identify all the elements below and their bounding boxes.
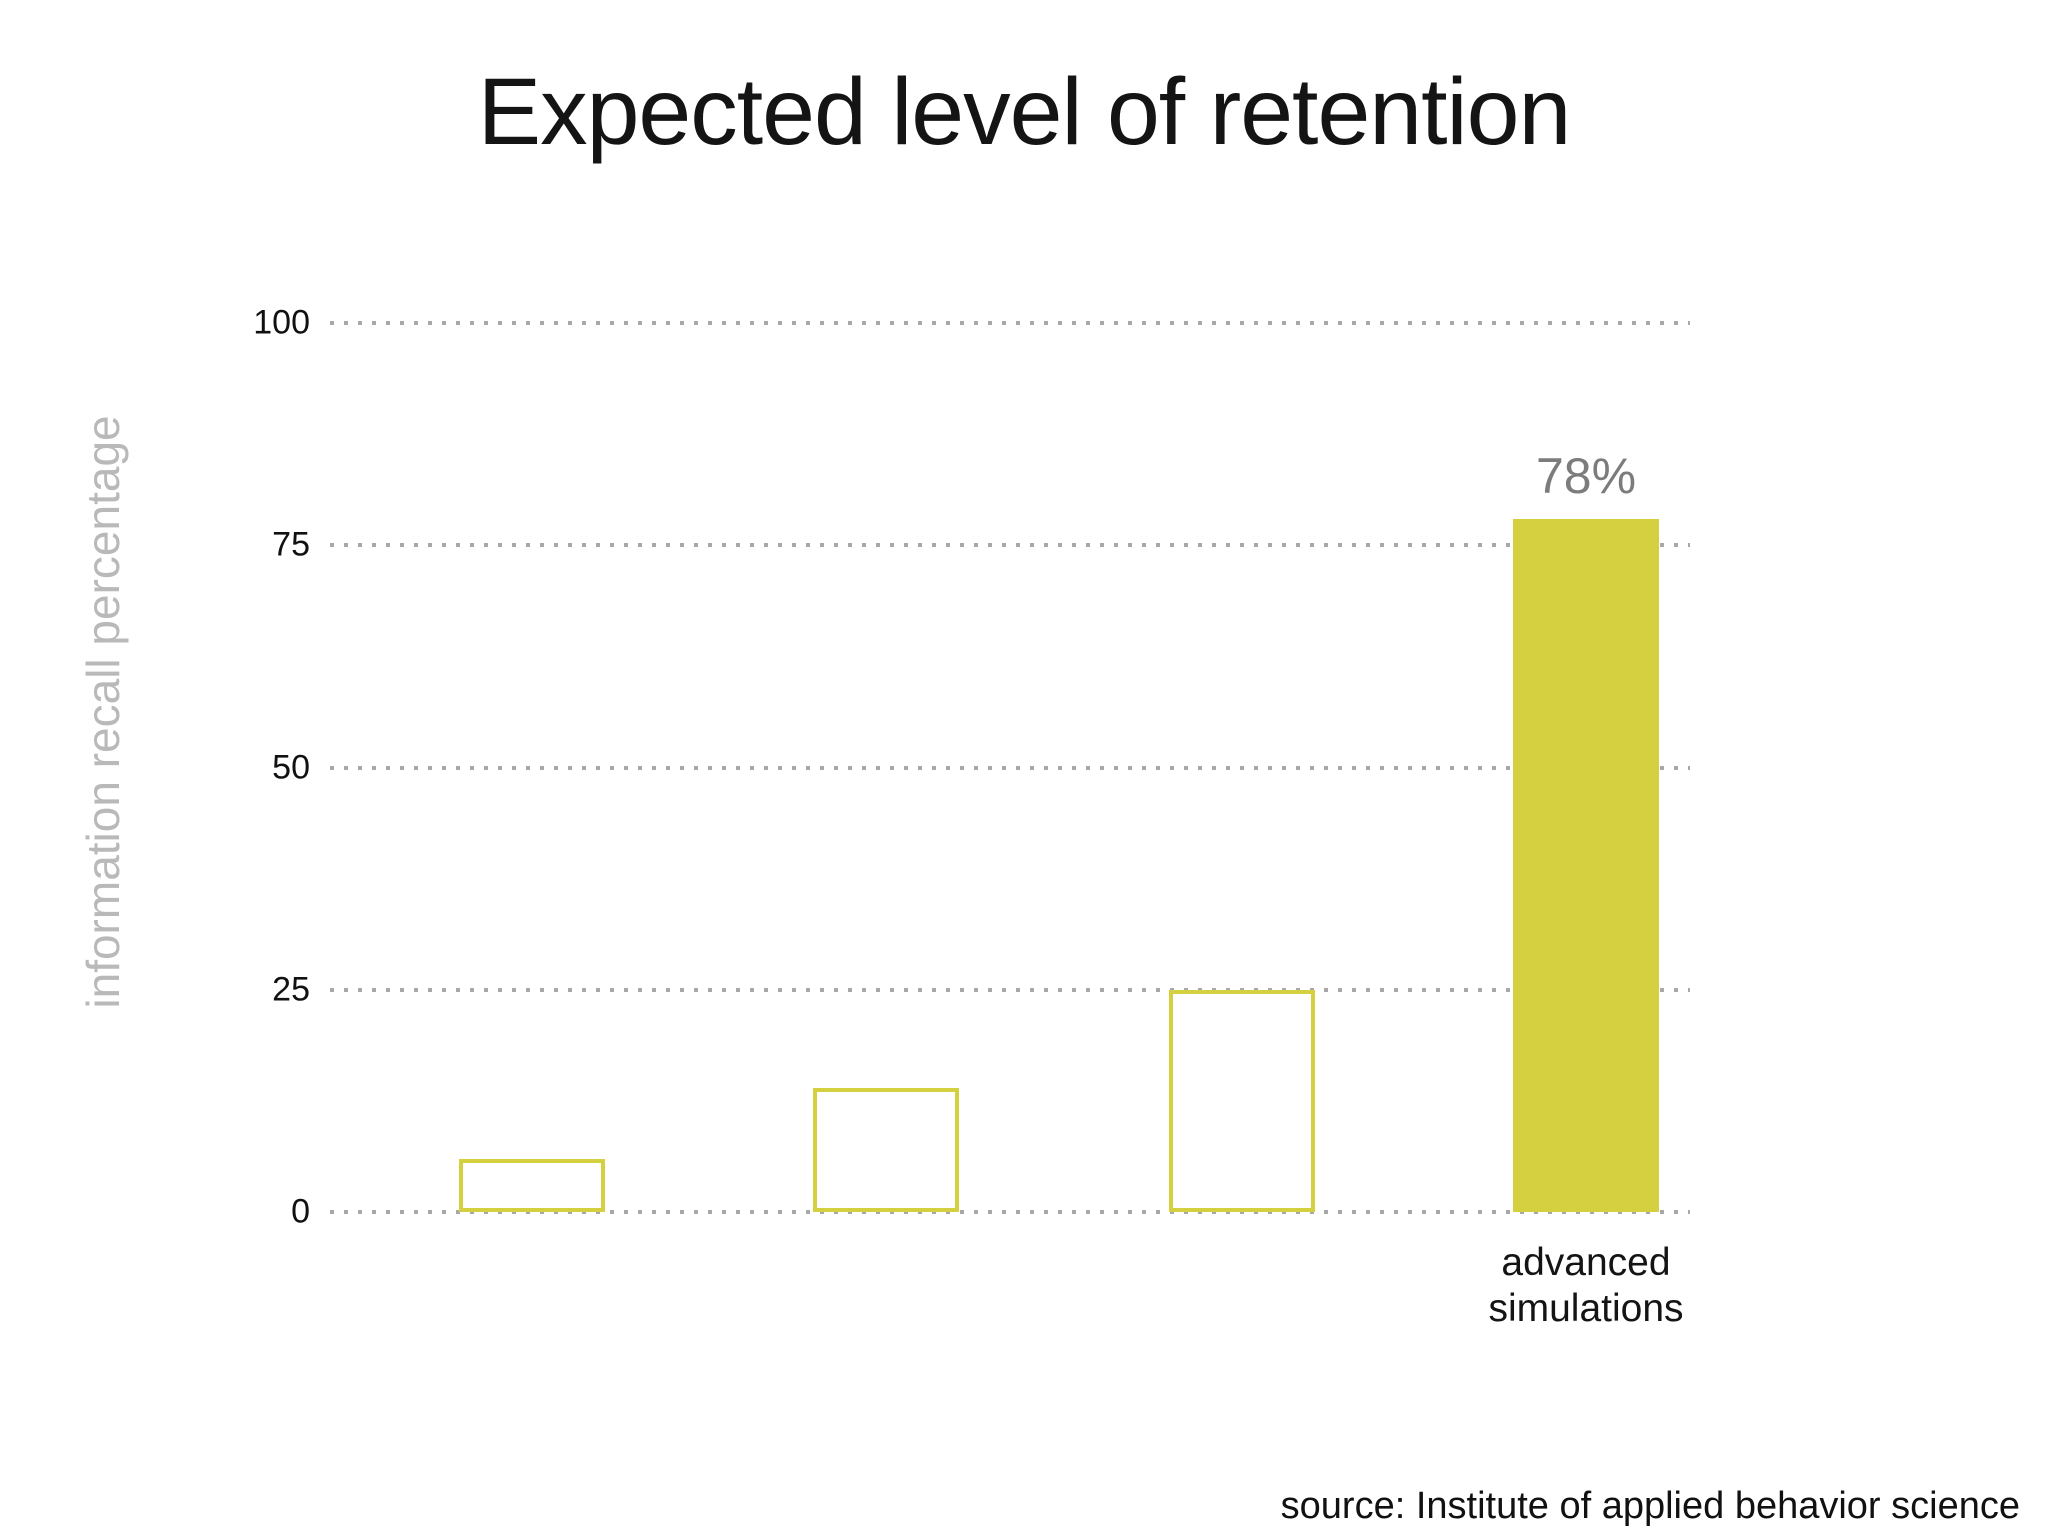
- bar-value-label: 78%: [1535, 447, 1637, 504]
- x-category-label: advanced simulations: [1488, 1241, 1684, 1330]
- gridline: [330, 765, 1690, 770]
- source-note: source: Institute of applied behavior sc…: [1280, 1485, 2020, 1527]
- y-tick-label: 25: [272, 970, 310, 1009]
- plot-area: 100 75 50 25 0 78% advanced simulations: [253, 304, 1690, 1330]
- bar-1: [459, 1158, 605, 1212]
- bar-3: [1169, 989, 1315, 1212]
- y-axis-label: information recall percentage: [77, 415, 129, 1009]
- gridline: [330, 321, 1690, 325]
- gridline: [330, 543, 1690, 548]
- y-tick-label: 50: [272, 748, 310, 786]
- y-tick-label: 100: [253, 303, 310, 342]
- bar-2: [813, 1087, 959, 1212]
- chart-title: Expected level of retention: [477, 59, 1572, 165]
- gridline: [330, 1210, 1690, 1214]
- bars: 78% advanced simulations: [330, 323, 1690, 1330]
- y-tick-label: 75: [272, 525, 310, 564]
- bar-4: 78% advanced simulations: [1488, 448, 1683, 1330]
- gridline: [330, 987, 1690, 992]
- y-tick-label: 0: [291, 1192, 310, 1231]
